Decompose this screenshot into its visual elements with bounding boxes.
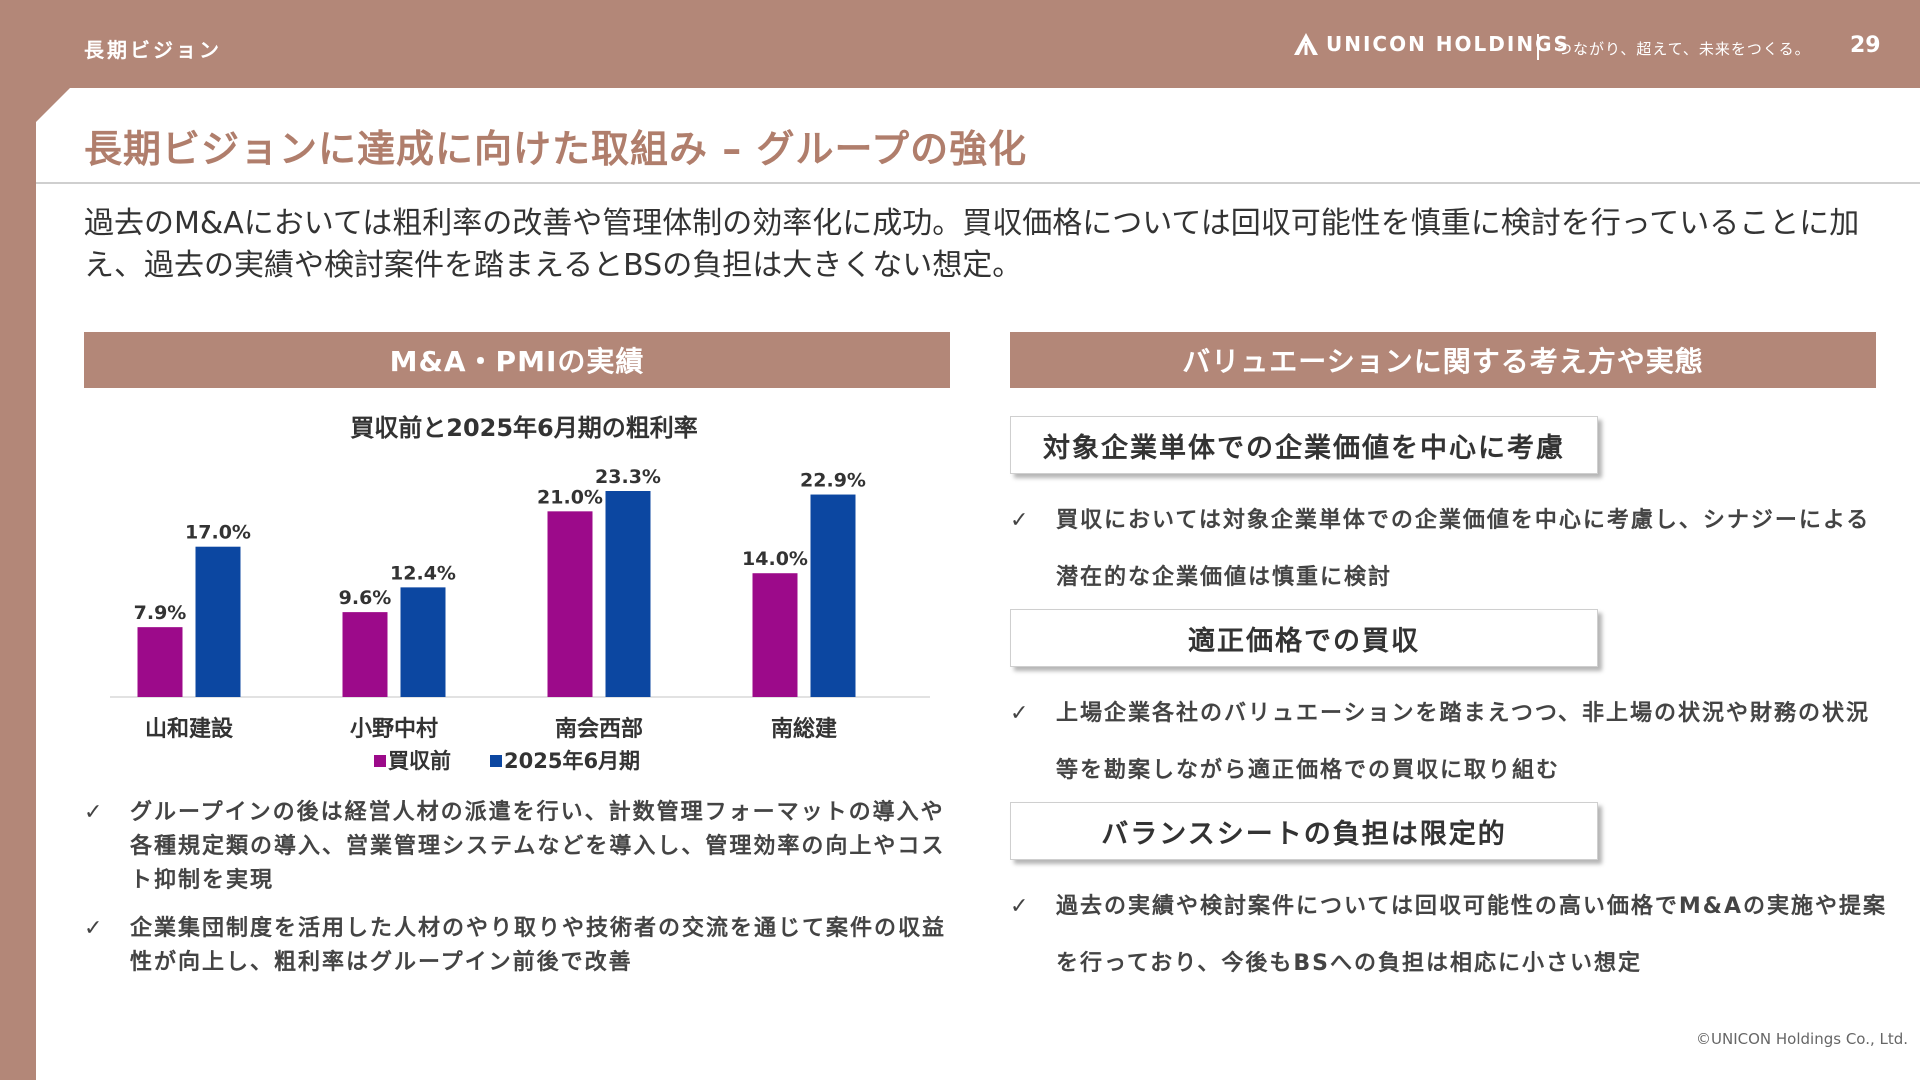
page-title: 長期ビジョンに達成に向けた取組み – グループの強化 xyxy=(84,127,1028,171)
left-bullet-text-1: グループインの後は経営人材の派遣を行い、計数管理フォーマットの導入や各種規定類の… xyxy=(130,800,946,893)
category-label: 南会西部 xyxy=(555,716,643,742)
check-icon: ✓ xyxy=(84,800,105,825)
top-bar: 長期ビジョン UNICON HOLDINGS つながり、超えて、未来をつくる。 … xyxy=(0,0,1920,88)
left-bullet-text-2: 企業集団制度を活用した人材のやり取りや技術者の交流を通じて案件の収益性が向上し、… xyxy=(130,916,947,975)
company-logo: UNICON HOLDINGS xyxy=(1294,32,1570,56)
valuation-item-title-2: 適正価格での買収 xyxy=(1010,609,1598,667)
legend-swatch xyxy=(374,755,386,767)
data-label: 9.6% xyxy=(339,587,392,609)
bar-after-3 xyxy=(605,491,651,697)
lead-text: 過去のM&Aにおいては粗利率の改善や管理体制の効率化に成功。買収価格については回… xyxy=(84,206,1860,283)
data-label: 17.0% xyxy=(185,522,251,544)
bar-after-2 xyxy=(400,587,446,697)
data-label: 7.9% xyxy=(134,602,187,624)
check-icon: ✓ xyxy=(1010,894,1031,919)
data-label: 23.3% xyxy=(595,466,661,488)
check-icon: ✓ xyxy=(1010,508,1031,533)
bar-before-3 xyxy=(547,511,593,697)
valuation-item-body-2: 上場企業各社のバリュエーションを踏まえつつ、非上場の状況や財務の状況等を勘案しな… xyxy=(1056,701,1871,783)
check-icon: ✓ xyxy=(84,916,105,941)
chart-legend: 買収前 2025年6月期 xyxy=(374,749,640,773)
data-label: 21.0% xyxy=(537,486,603,508)
check-icon: ✓ xyxy=(1010,701,1031,726)
category-label: 小野中村 xyxy=(350,717,438,742)
ma-pmi-header: M&A・PMIの実績 xyxy=(84,332,950,388)
valuation-item-text-2: ✓ 上場企業各社のバリュエーションを踏まえつつ、非上場の状況や財務の状況等を勘案… xyxy=(1010,685,1890,799)
left-bullet-list: ✓ グループインの後は経営人材の派遣を行い、計数管理フォーマットの導入や各種規定… xyxy=(84,796,964,994)
content-panel xyxy=(36,88,1920,1080)
header-divider xyxy=(1537,34,1539,60)
valuation-item-title-3: バランスシートの負担は限定的 xyxy=(1010,802,1598,860)
category-label: 山和建設 xyxy=(145,716,234,742)
unicon-mountain-icon xyxy=(1294,33,1318,55)
data-label: 22.9% xyxy=(800,470,866,492)
bar-before-4 xyxy=(752,573,798,697)
valuation-item-body-3: 過去の実績や検討案件については回収可能性の高い価格でM&Aの実施や提案を行ってお… xyxy=(1056,894,1888,976)
valuation-item-text-1: ✓ 買収においては対象企業単体での企業価値を中心に考慮し、シナジーによる潜在的な… xyxy=(1010,492,1890,606)
valuation-item-body-1: 買収においては対象企業単体での企業価値を中心に考慮し、シナジーによる潜在的な企業… xyxy=(1056,508,1871,590)
chart-title: 買収前と2025年6月期の粗利率 xyxy=(350,414,698,442)
page-number: 29 xyxy=(1850,33,1881,58)
category-label: 南総建 xyxy=(771,716,837,742)
valuation-item-text-3: ✓ 過去の実績や検討案件については回収可能性の高い価格でM&Aの実施や提案を行っ… xyxy=(1010,878,1890,992)
bar-before-1 xyxy=(137,627,183,697)
left-bullet-2: ✓ 企業集団制度を活用した人材のやり取りや技術者の交流を通じて案件の収益性が向上… xyxy=(84,912,964,980)
valuation-item-title-1: 対象企業単体での企業価値を中心に考慮 xyxy=(1010,416,1598,474)
bar-after-4 xyxy=(810,494,856,697)
section-label: 長期ビジョン xyxy=(84,38,222,62)
left-bullet-1: ✓ グループインの後は経営人材の派遣を行い、計数管理フォーマットの導入や各種規定… xyxy=(84,796,964,898)
gross-margin-chart: 買収前と2025年6月期の粗利率 7.9% 9.6% 21.0% 14.0% 17.0%… xyxy=(110,414,930,773)
tagline: つながり、超えて、未来をつくる。 xyxy=(1557,40,1811,58)
data-label: 14.0% xyxy=(742,548,808,570)
bar-before-2 xyxy=(342,612,388,697)
bar-after-1 xyxy=(195,546,241,697)
legend-label: 2025年6月期 xyxy=(504,749,640,773)
legend-swatch xyxy=(490,755,502,767)
logo-text: UNICON HOLDINGS xyxy=(1326,32,1570,56)
title-divider xyxy=(36,182,1920,184)
valuation-header: バリュエーションに関する考え方や実態 xyxy=(1010,332,1876,388)
data-label: 12.4% xyxy=(390,562,456,584)
legend-label: 買収前 xyxy=(388,749,451,773)
copyright: ©UNICON Holdings Co., Ltd. xyxy=(1696,1030,1909,1048)
